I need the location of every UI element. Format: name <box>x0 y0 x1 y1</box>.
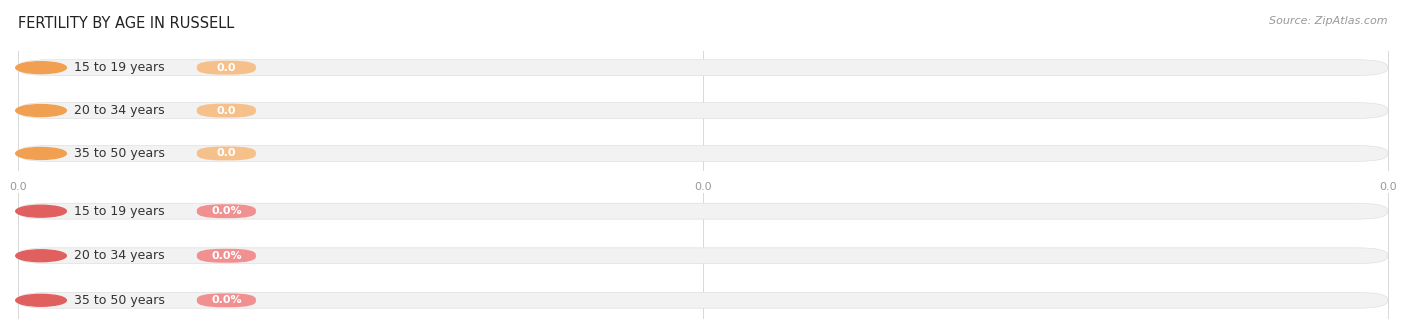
Text: 35 to 50 years: 35 to 50 years <box>75 294 165 307</box>
Circle shape <box>15 105 66 116</box>
Text: 20 to 34 years: 20 to 34 years <box>75 249 165 262</box>
Text: 0.0%: 0.0% <box>211 251 242 261</box>
FancyBboxPatch shape <box>197 104 256 117</box>
Text: Source: ZipAtlas.com: Source: ZipAtlas.com <box>1270 16 1388 26</box>
Circle shape <box>15 250 66 262</box>
Text: 15 to 19 years: 15 to 19 years <box>75 205 165 218</box>
FancyBboxPatch shape <box>18 103 1388 118</box>
Text: 35 to 50 years: 35 to 50 years <box>75 147 165 160</box>
Text: 15 to 19 years: 15 to 19 years <box>75 61 165 74</box>
FancyBboxPatch shape <box>197 293 256 307</box>
Text: 0.0%: 0.0% <box>211 206 242 216</box>
Text: 0.0: 0.0 <box>1379 182 1396 191</box>
Circle shape <box>15 148 66 159</box>
Text: 0.0: 0.0 <box>217 148 236 158</box>
Text: 0.0: 0.0 <box>695 182 711 191</box>
Text: 0.0%: 0.0% <box>211 295 242 305</box>
FancyBboxPatch shape <box>197 147 256 160</box>
Circle shape <box>15 205 66 217</box>
Circle shape <box>15 62 66 74</box>
FancyBboxPatch shape <box>197 61 256 75</box>
FancyBboxPatch shape <box>18 146 1388 161</box>
FancyBboxPatch shape <box>18 248 1388 264</box>
Text: 0.0: 0.0 <box>10 182 27 191</box>
FancyBboxPatch shape <box>18 60 1388 76</box>
Text: 0.0: 0.0 <box>217 63 236 73</box>
Text: FERTILITY BY AGE IN RUSSELL: FERTILITY BY AGE IN RUSSELL <box>18 16 235 31</box>
FancyBboxPatch shape <box>197 204 256 218</box>
FancyBboxPatch shape <box>18 203 1388 219</box>
Text: 20 to 34 years: 20 to 34 years <box>75 104 165 117</box>
Text: 0.0: 0.0 <box>217 106 236 116</box>
FancyBboxPatch shape <box>18 292 1388 308</box>
FancyBboxPatch shape <box>197 249 256 263</box>
Circle shape <box>15 294 66 306</box>
